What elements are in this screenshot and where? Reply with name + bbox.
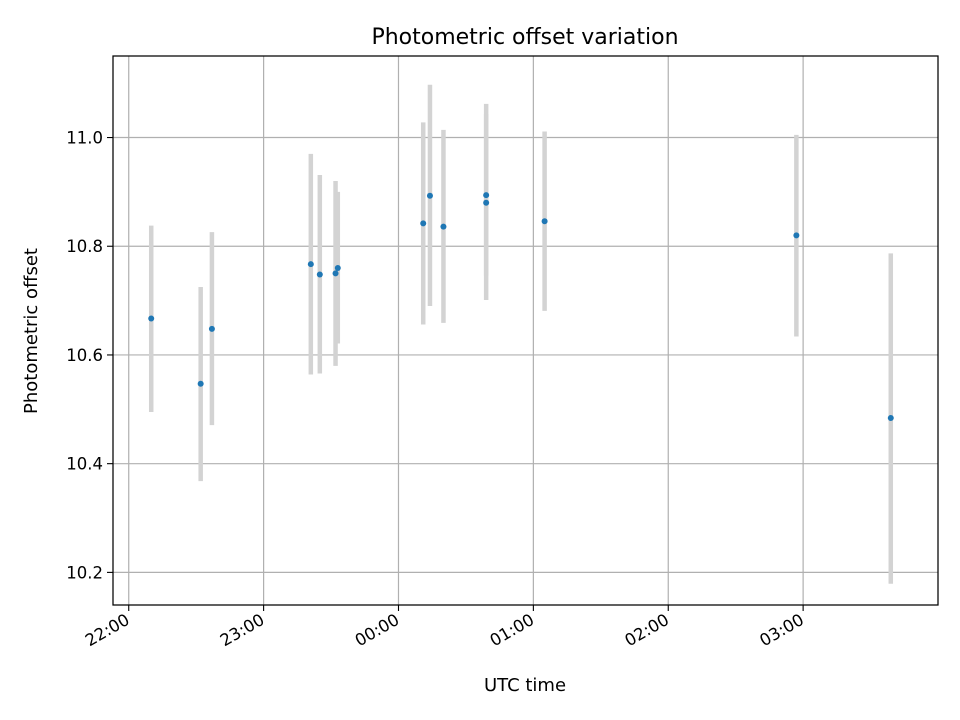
data-point [541,218,548,225]
data-point [440,223,447,230]
data-point [208,325,215,332]
plot-area [113,56,938,605]
data-point [334,264,341,271]
plot-frame [112,55,939,606]
y-tick-label: 10.2 [66,563,103,582]
data-points [148,192,894,422]
data-point [483,192,490,199]
chart-title: Photometric offset variation [371,25,678,50]
data-point [148,315,155,322]
y-tick-label: 10.6 [66,346,103,365]
x-axis-label: UTC time [484,675,566,696]
y-axis-label: Photometric offset [21,248,42,414]
data-point [420,220,427,227]
data-point [307,261,314,268]
y-tick-label: 10.4 [66,455,103,474]
data-point [332,270,339,277]
y-axis-ticks: 10.2 10.4 10.6 10.8 11.0 [66,129,113,582]
data-point [887,415,894,422]
data-point [316,271,323,278]
grid [113,56,938,605]
data-point [197,380,204,387]
y-tick-label: 11.0 [66,129,103,148]
data-point [426,192,433,199]
data-point [483,199,490,206]
y-tick-label: 10.8 [66,237,103,256]
data-point [793,232,800,239]
